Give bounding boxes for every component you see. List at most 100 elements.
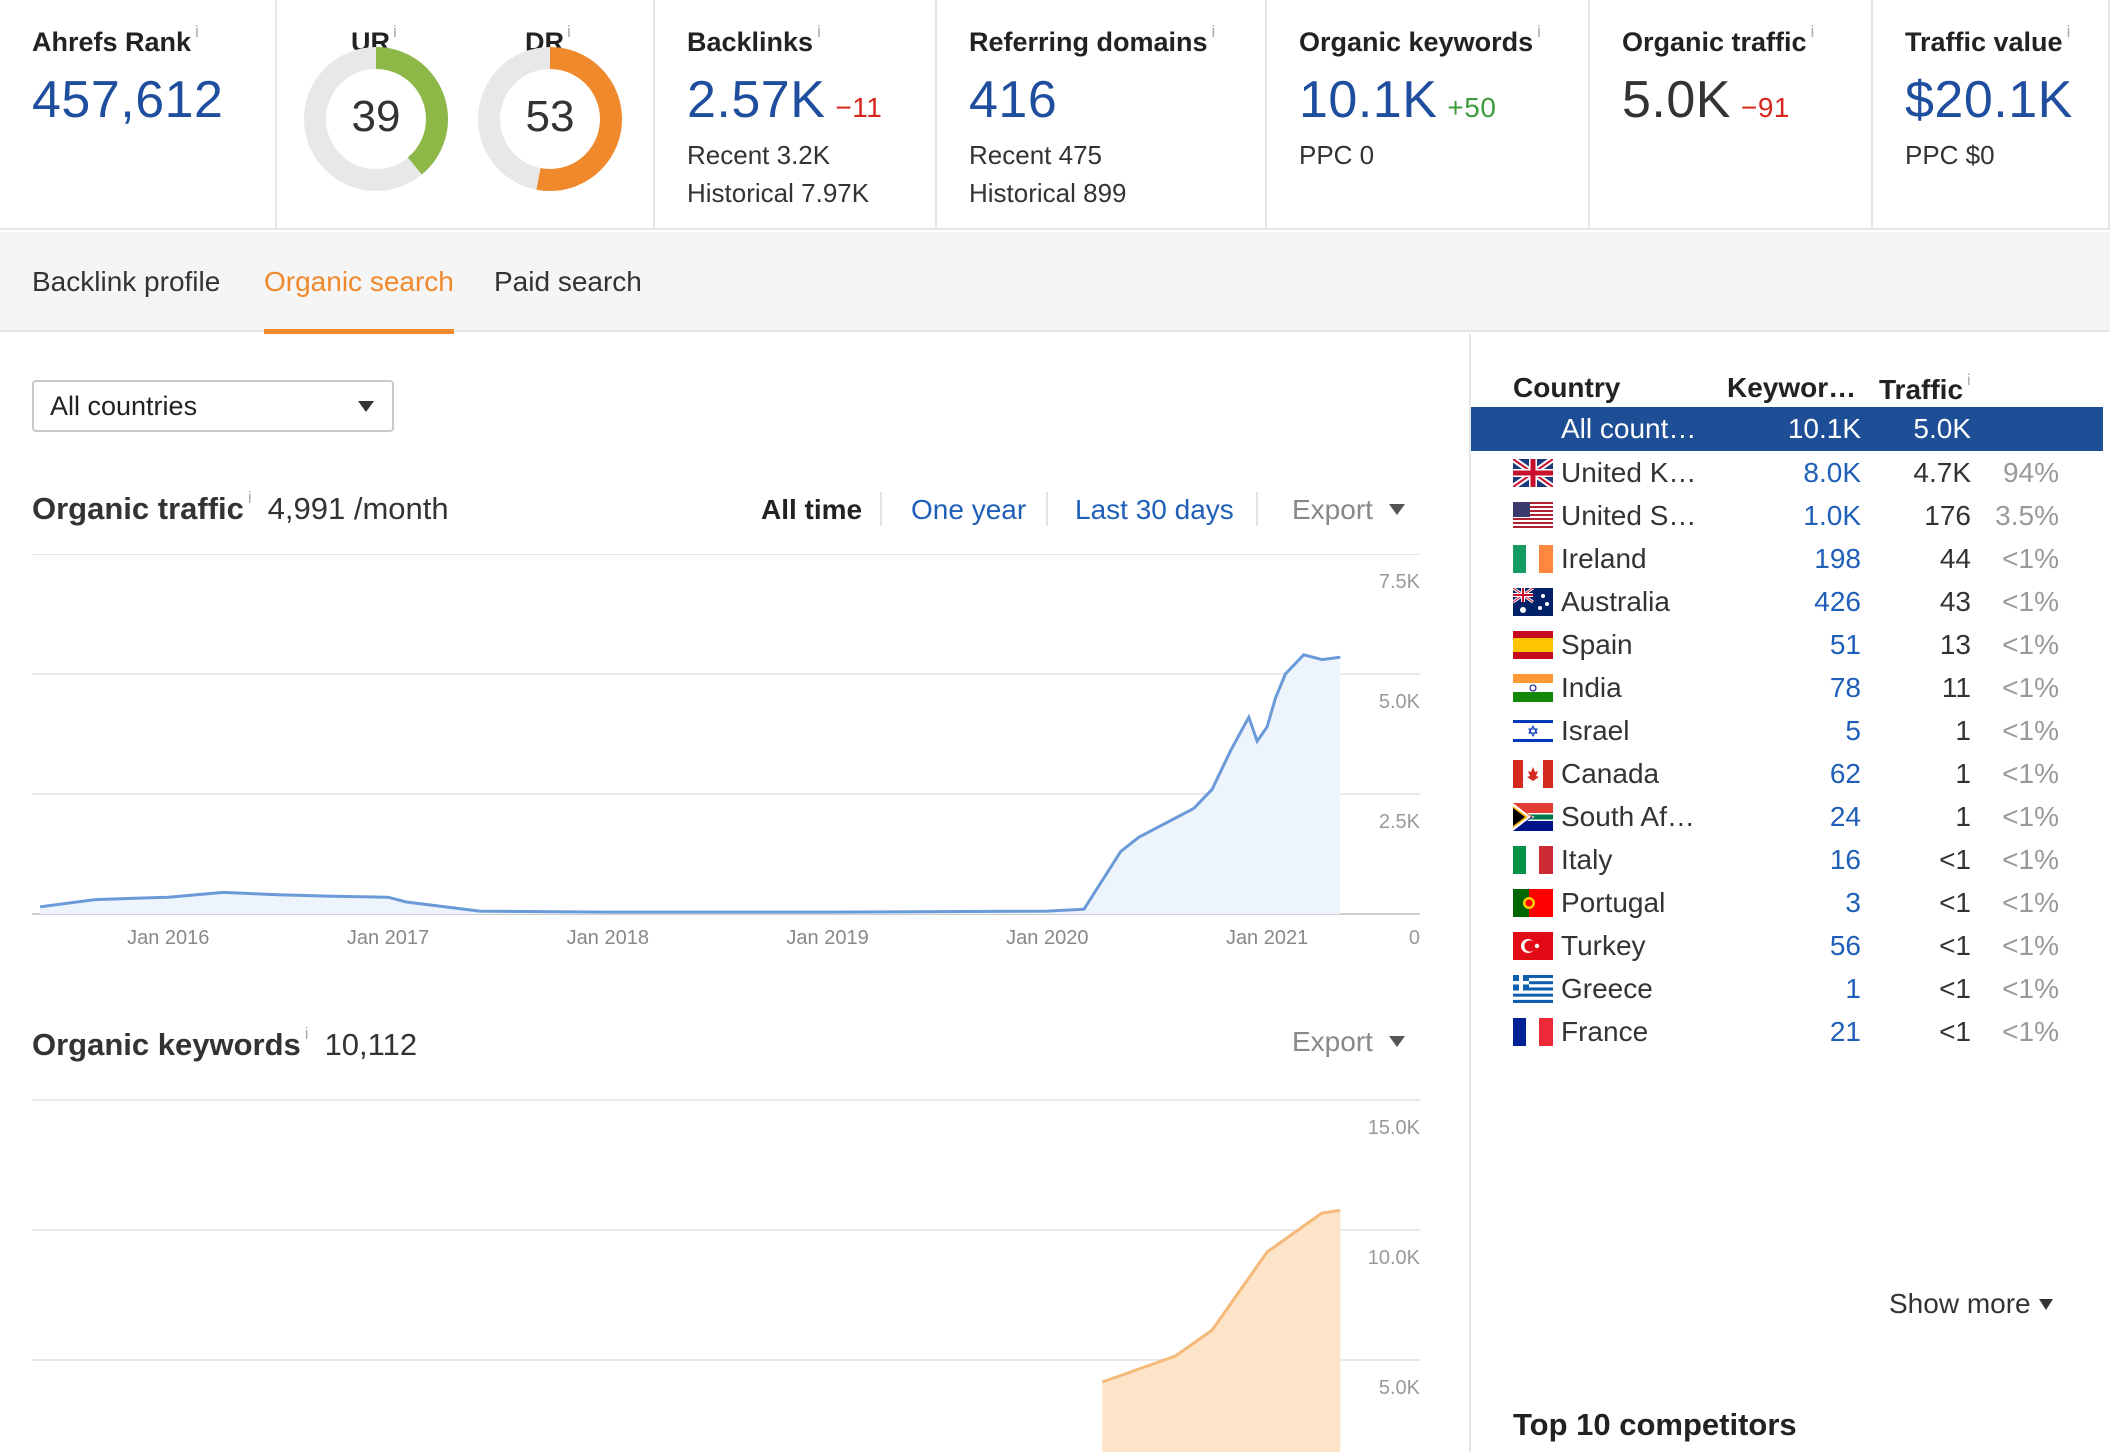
country-traffic-share: <1%: [2002, 629, 2059, 660]
italy-flag: [1513, 846, 1553, 874]
backlinks-recent[interactable]: Recent 3.2K: [687, 140, 831, 170]
country-keywords[interactable]: 56: [1829, 930, 1861, 961]
ireland-flag: [1513, 545, 1553, 573]
referring-domains-metric: Referring domains i 416 Recent 475 Histor…: [937, 0, 1267, 230]
info-icon[interactable]: i: [1810, 22, 1815, 41]
chevron-down-icon: [358, 401, 374, 412]
info-icon[interactable]: i: [304, 1024, 309, 1043]
referring-domains-historical[interactable]: Historical 899: [969, 178, 1127, 208]
section-tabs: Backlink profile Organic search Paid sea…: [0, 232, 2110, 334]
country-row[interactable]: Greece 1 <1 <1%: [1471, 967, 2103, 1010]
dr-gauge[interactable]: DR i 53: [475, 22, 625, 192]
south-africa-flag: [1513, 803, 1553, 831]
tab-organic-search[interactable]: Organic search: [264, 232, 454, 334]
dr-gauge-ring: [478, 47, 622, 191]
organic-traffic-value[interactable]: 5.0K −91: [1622, 71, 1790, 129]
y-tick-label: 5.0K: [1379, 691, 1421, 713]
country-keywords[interactable]: 24: [1829, 801, 1861, 832]
country-keywords[interactable]: 1.0K: [1803, 500, 1861, 531]
country-traffic: 43: [1939, 586, 1971, 617]
ahrefs-rank-value[interactable]: 457,612: [32, 71, 224, 129]
country-traffic: <1: [1939, 844, 1971, 875]
country-row[interactable]: Australia 426 43 <1%: [1471, 580, 2103, 623]
range-last-30-days[interactable]: Last 30 days: [1075, 494, 1234, 525]
country-keywords[interactable]: 8.0K: [1803, 457, 1861, 488]
x-tick-label: Jan 2016: [127, 927, 209, 949]
keywords-export-button[interactable]: Export: [1292, 1026, 1405, 1058]
country-traffic-share: <1%: [2002, 973, 2059, 1004]
backlinks-historical[interactable]: Historical 7.97K: [687, 178, 870, 208]
tab-paid-search[interactable]: Paid search: [494, 266, 642, 297]
country-row[interactable]: South Af… 24 1 <1%: [1471, 795, 2103, 838]
country-row[interactable]: Ireland 198 44 <1%: [1471, 537, 2103, 580]
column-header-keywords[interactable]: Keywor…: [1727, 372, 1857, 403]
range-divider: [1256, 492, 1258, 526]
country-keywords[interactable]: 10.1K: [1787, 413, 1861, 444]
info-icon[interactable]: i: [1537, 22, 1541, 41]
info-icon[interactable]: i: [247, 488, 252, 507]
country-traffic: 5.0K: [1913, 413, 1971, 444]
y-tick-label: 2.5K: [1379, 811, 1421, 833]
keywords-line: [1101, 1208, 1341, 1384]
country-traffic: <1: [1939, 930, 1971, 961]
country-keywords[interactable]: 51: [1829, 629, 1861, 660]
range-all-time[interactable]: All time: [761, 494, 863, 525]
referring-domains-recent[interactable]: Recent 475: [969, 140, 1102, 170]
country-select[interactable]: All countries: [32, 380, 394, 432]
info-icon[interactable]: i: [1211, 22, 1216, 41]
referring-domains-value[interactable]: 416: [969, 71, 1058, 129]
show-more-button[interactable]: Show more: [1889, 1288, 2053, 1320]
info-icon[interactable]: i: [567, 22, 571, 41]
country-row[interactable]: Portugal 3 <1 <1%: [1471, 881, 2103, 924]
country-keywords[interactable]: 1: [1845, 973, 1861, 1004]
country-row[interactable]: Israel 5 1 <1%: [1471, 709, 2103, 752]
backlinks-value[interactable]: 2.57K −11: [687, 71, 883, 129]
x-tick-label: Jan 2018: [567, 927, 649, 949]
country-row[interactable]: Canada 62 1 <1%: [1471, 752, 2103, 795]
country-row[interactable]: United S… 1.0K 176 3.5%: [1471, 494, 2103, 537]
traffic-value-metric: Traffic value i $20.1K PPC $0: [1873, 0, 2110, 230]
y-tick-label: 7.5K: [1379, 571, 1421, 593]
country-keywords[interactable]: 21: [1829, 1016, 1861, 1047]
ur-gauge[interactable]: UR i 39: [301, 22, 451, 192]
organic-keywords-value[interactable]: 10.1K +50: [1299, 71, 1497, 129]
country-row[interactable]: France 21 <1 <1%: [1471, 1010, 2103, 1053]
info-icon[interactable]: i: [393, 22, 397, 41]
info-icon[interactable]: i: [817, 22, 821, 41]
country-keywords[interactable]: 3: [1845, 887, 1861, 918]
info-icon[interactable]: i: [195, 22, 199, 41]
country-name: Ireland: [1561, 543, 1647, 574]
country-keywords[interactable]: 78: [1829, 672, 1861, 703]
organic-keywords-chart: 15.0K 10.0K 5.0K: [32, 1099, 1421, 1452]
country-row-selected[interactable]: All count… 10.1K 5.0K: [1471, 407, 2103, 451]
organic-keywords-metric: Organic keywords i 10.1K +50 PPC 0: [1267, 0, 1590, 230]
column-header-traffic[interactable]: Traffic i: [1879, 372, 1971, 405]
info-icon[interactable]: i: [1967, 372, 1971, 389]
column-header-country[interactable]: Country: [1513, 372, 1621, 403]
info-icon[interactable]: i: [2066, 22, 2071, 41]
y-tick-label: 0: [1409, 927, 1420, 949]
country-traffic: <1: [1939, 887, 1971, 918]
country-row[interactable]: Spain 51 13 <1%: [1471, 623, 2103, 666]
traffic-export-button[interactable]: Export: [1292, 494, 1405, 526]
country-name: Israel: [1561, 715, 1630, 746]
us-flag: [1513, 502, 1553, 530]
traffic-value-value[interactable]: $20.1K: [1905, 71, 2073, 129]
country-traffic: <1: [1939, 1016, 1971, 1047]
traffic-area: [40, 654, 1341, 914]
country-traffic-share: <1%: [2002, 1016, 2059, 1047]
tab-backlink-profile[interactable]: Backlink profile: [32, 266, 221, 297]
country-keywords[interactable]: 5: [1845, 715, 1861, 746]
country-keywords[interactable]: 426: [1814, 586, 1861, 617]
canada-flag: [1513, 760, 1553, 788]
country-keywords[interactable]: 198: [1814, 543, 1861, 574]
range-one-year[interactable]: One year: [911, 494, 1027, 525]
country-keywords[interactable]: 62: [1829, 758, 1861, 789]
country-row[interactable]: Turkey 56 <1 <1%: [1471, 924, 2103, 967]
country-keywords[interactable]: 16: [1829, 844, 1861, 875]
country-row[interactable]: United K… 8.0K 4.7K 94%: [1471, 451, 2103, 494]
country-row[interactable]: India 78 11 <1%: [1471, 666, 2103, 709]
country-row[interactable]: Italy 16 <1 <1%: [1471, 838, 2103, 881]
country-name: United S…: [1561, 500, 1697, 531]
charts-pane: All countries Organic traffic i 4,991 /mon…: [0, 334, 1470, 1452]
